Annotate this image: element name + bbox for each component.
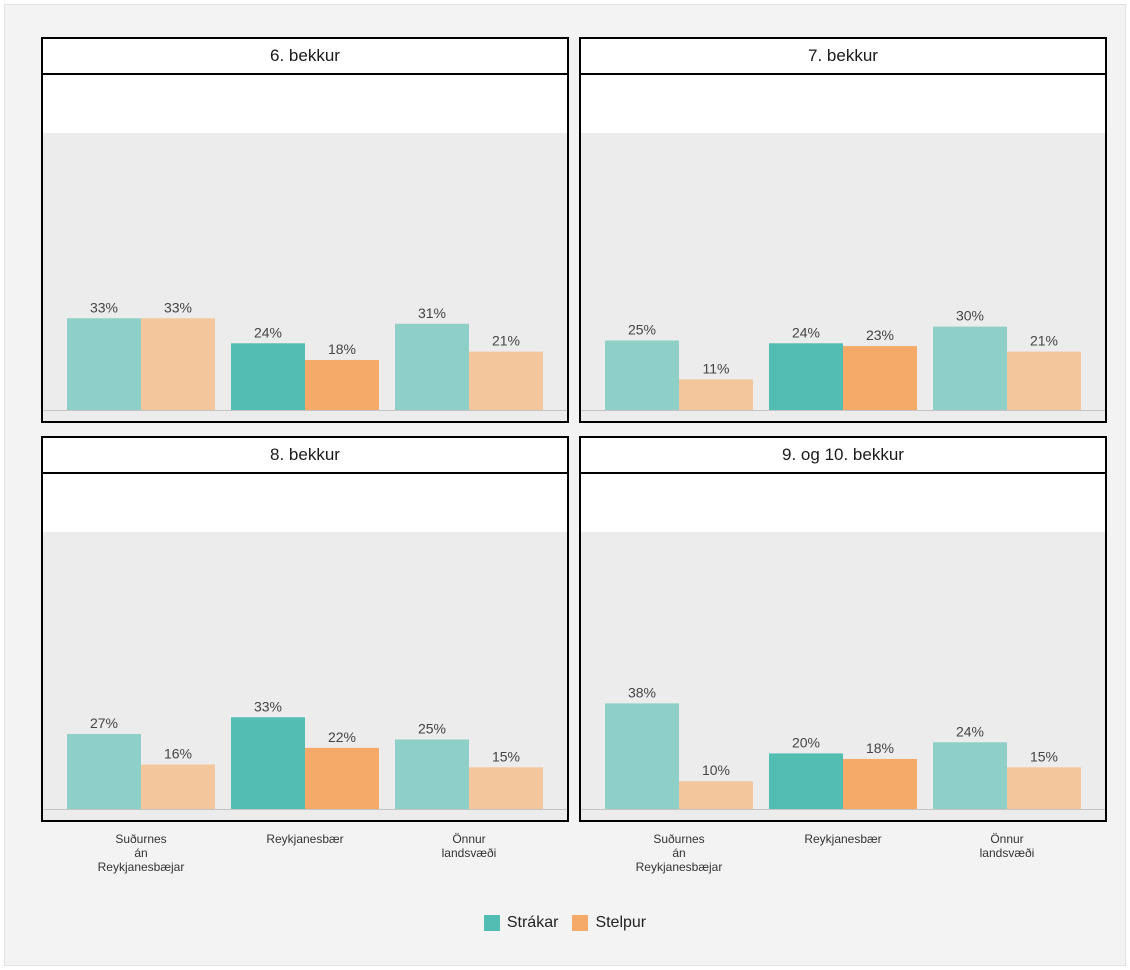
bar-stelpur — [469, 767, 543, 809]
data-label: 20% — [792, 734, 820, 750]
legend-item-strakar: Strákar — [483, 914, 559, 932]
x-tick-label-right-3: Önnur landsvæði — [979, 832, 1035, 860]
bar-strakar — [67, 318, 141, 410]
data-label: 24% — [956, 723, 984, 739]
data-label: 18% — [328, 341, 356, 357]
facet-title: 9. og 10. bekkur — [581, 438, 1105, 474]
data-label: 33% — [90, 299, 118, 315]
facet-panel-7-bekkur: 7. bekkur 25% 11% 24% 23% 30% 21% — [579, 37, 1107, 423]
bar-strakar — [231, 717, 305, 809]
bar-stelpur — [305, 747, 379, 809]
legend-swatch-stelpur — [572, 915, 589, 931]
data-label: 18% — [866, 740, 894, 756]
facet-plot: 38% 10% 20% 18% 24% 15% — [581, 532, 1105, 820]
data-label: 24% — [254, 324, 282, 340]
data-label: 15% — [1030, 748, 1058, 764]
bar-stelpur — [1007, 351, 1081, 410]
data-label: 31% — [418, 305, 446, 321]
bar-stelpur — [469, 351, 543, 410]
legend-label: Strákar — [506, 914, 559, 931]
bar-strakar — [769, 343, 843, 410]
bar-stelpur — [843, 346, 917, 410]
facet-title: 7. bekkur — [581, 39, 1105, 75]
legend-label: Stelpur — [595, 914, 647, 931]
data-label: 38% — [628, 684, 656, 700]
data-label: 11% — [703, 360, 730, 376]
bar-stelpur — [141, 318, 215, 410]
facet-plot: 25% 11% 24% 23% 30% 21% — [581, 133, 1105, 421]
facet-panel-9-og-10-bekkur: 9. og 10. bekkur 38% 10% 20% 18% 24% 15% — [579, 436, 1107, 822]
bar-strakar — [769, 753, 843, 809]
data-label: 23% — [866, 327, 894, 343]
data-label: 33% — [254, 698, 282, 714]
bar-strakar — [605, 703, 679, 809]
data-label: 10% — [702, 762, 730, 778]
bar-stelpur — [141, 764, 215, 809]
data-label: 30% — [956, 308, 984, 324]
facet-plot: 33% 33% 24% 18% 31% 21% — [43, 133, 567, 421]
bar-stelpur — [843, 758, 917, 809]
data-label: 24% — [792, 324, 820, 340]
data-label: 25% — [418, 721, 446, 737]
bar-stelpur — [679, 781, 753, 809]
x-tick-label-left-2: Reykjanesbær — [266, 832, 344, 846]
data-label: 22% — [328, 729, 356, 745]
x-tick-label-left-3: Önnur landsvæði — [441, 832, 497, 860]
x-tick-label-right-2: Reykjanesbær — [804, 832, 882, 846]
data-label: 15% — [492, 748, 520, 764]
bar-strakar — [231, 343, 305, 410]
facet-title: 8. bekkur — [43, 438, 567, 474]
data-label: 21% — [1030, 333, 1058, 349]
legend: Strákar Stelpur — [0, 914, 1130, 932]
x-tick-label-right-1: Suðurnes án Reykjanesbæjar — [635, 832, 723, 874]
data-label: 27% — [90, 715, 118, 731]
data-label: 25% — [628, 322, 656, 338]
data-label: 21% — [492, 333, 520, 349]
bar-strakar — [395, 739, 469, 809]
facet-panel-6-bekkur: 6. bekkur 33% 33% 24% 18% 31% 21% — [41, 37, 569, 423]
facet-panel-8-bekkur: 8. bekkur 27% 16% 33% 22% 25% 15% — [41, 436, 569, 822]
bar-stelpur — [1007, 767, 1081, 809]
facet-title: 6. bekkur — [43, 39, 567, 75]
bar-strakar — [933, 326, 1007, 410]
bar-strakar — [933, 742, 1007, 809]
data-label: 16% — [164, 746, 192, 762]
facet-plot: 27% 16% 33% 22% 25% 15% — [43, 532, 567, 820]
data-label: 33% — [164, 299, 192, 315]
bar-strakar — [395, 323, 469, 410]
bar-stelpur — [679, 379, 753, 410]
x-tick-label-left-1: Suðurnes án Reykjanesbæjar — [97, 832, 185, 874]
bar-strakar — [605, 340, 679, 410]
bar-stelpur — [305, 359, 379, 410]
legend-item-stelpur: Stelpur — [572, 914, 646, 932]
bar-strakar — [67, 733, 141, 809]
legend-swatch-strakar — [483, 915, 500, 931]
